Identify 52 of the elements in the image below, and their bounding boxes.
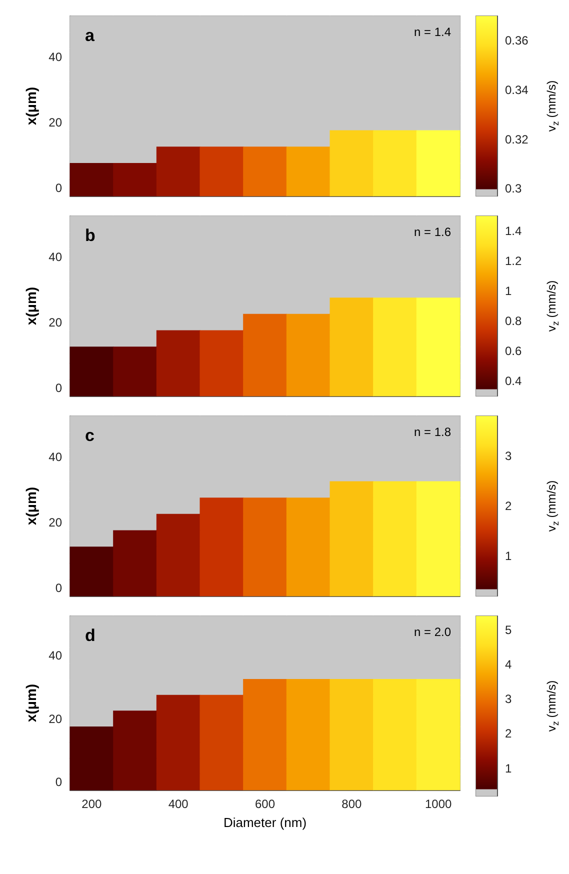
text: b xyxy=(85,226,96,245)
y-axis-title: x(μm) xyxy=(22,684,39,722)
color-bar-title: vz (mm/s) xyxy=(544,280,560,332)
x-tick-label: 800 xyxy=(342,797,362,811)
y-tick-label: 0 xyxy=(55,380,62,395)
color-bar-label: 1 xyxy=(505,761,512,776)
text: a xyxy=(85,26,95,45)
text: d xyxy=(85,626,96,645)
y-tick-label: 20 xyxy=(48,712,62,726)
color-bar-label: 2 xyxy=(505,499,512,513)
color-bar-label: 1 xyxy=(505,284,512,298)
color-bar-title: vz (mm/s) xyxy=(544,480,560,532)
color-bar-label: 3 xyxy=(505,449,512,463)
y-tick-label: 40 xyxy=(48,648,62,663)
y-axis-title: x(μm) xyxy=(22,86,39,126)
color-bar-label: 1 xyxy=(505,549,512,563)
y-tick-label: 40 xyxy=(48,450,62,464)
color-bar-label: 0.34 xyxy=(505,82,529,97)
y-tick-label: 20 xyxy=(48,515,62,530)
color-bar-title: vz (mm/s) xyxy=(544,680,560,732)
color-bar-label: 0.32 xyxy=(505,132,529,146)
color-bar-label: 2 xyxy=(505,726,512,741)
annotation: n = 1.6 xyxy=(414,225,452,239)
color-bar-label: 1.2 xyxy=(505,254,522,268)
color-bar-label: 5 xyxy=(505,622,512,637)
annotation: n = 2.0 xyxy=(414,625,452,639)
y-tick-label: 40 xyxy=(48,50,62,64)
y-tick-label: 0 xyxy=(55,775,62,790)
y-tick-label: 0 xyxy=(55,580,62,595)
x-axis-title: Diameter (nm) xyxy=(223,815,307,830)
y-tick-label: 40 xyxy=(48,250,62,264)
color-bar-label: 0.6 xyxy=(505,344,522,358)
y-axis-title: x(μm) xyxy=(22,286,39,326)
x-tick-label: 600 xyxy=(254,797,276,811)
annotation: n = 1.8 xyxy=(414,425,452,439)
x-tick-label: 200 xyxy=(82,797,102,811)
color-bar-label: 0.3 xyxy=(505,182,522,196)
y-axis-title: x(μm) xyxy=(22,486,39,526)
y-tick-label: 20 xyxy=(48,115,62,130)
x-tick-label: 1000 xyxy=(424,797,452,811)
color-bar-label: 0.8 xyxy=(505,314,522,328)
color-bar-label: 4 xyxy=(505,657,512,672)
annotation: n = 1.4 xyxy=(414,25,452,39)
color-bar-label: 1.4 xyxy=(505,224,522,238)
color-bar-label: 3 xyxy=(505,692,512,706)
y-tick-label: 20 xyxy=(48,315,62,330)
color-bar-title: vz (mm/s) xyxy=(544,80,560,132)
text: c xyxy=(85,426,94,445)
color-bar-label: 0.36 xyxy=(505,34,529,48)
x-tick-label: 400 xyxy=(168,797,189,811)
y-tick-label: 0 xyxy=(55,180,62,195)
color-bar-label: 0.4 xyxy=(505,374,522,388)
